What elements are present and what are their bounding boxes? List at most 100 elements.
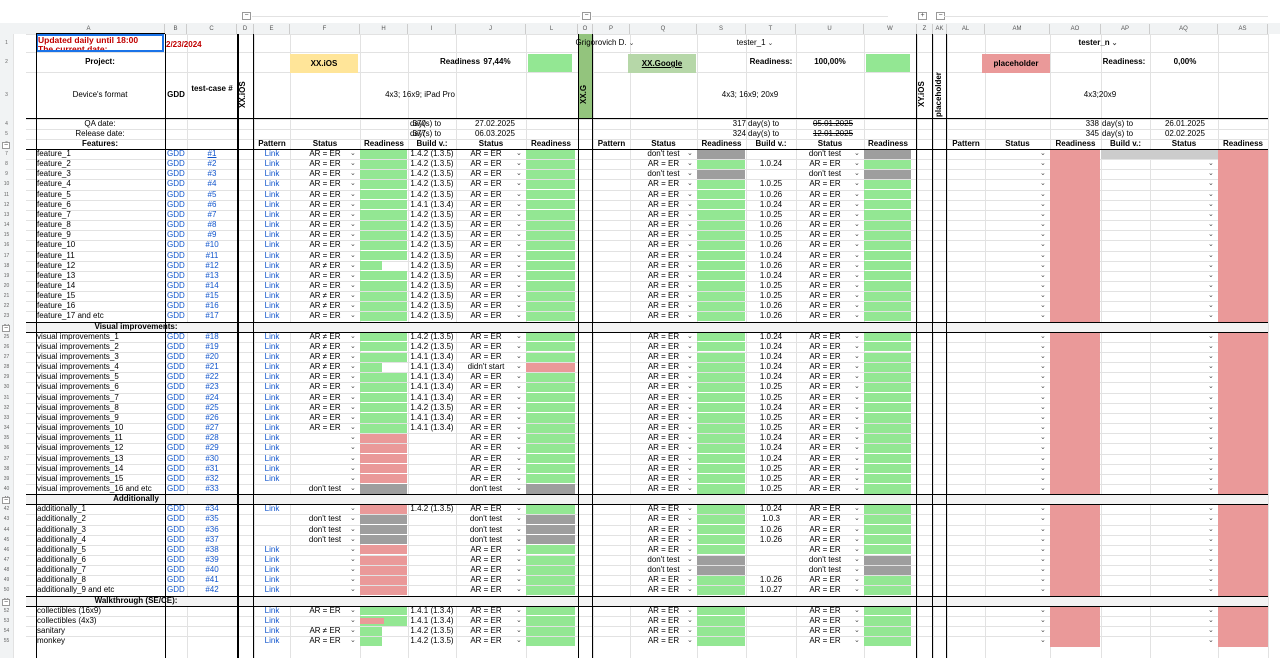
row-number[interactable]: 10 [0, 179, 13, 190]
chevron-down-icon[interactable]: ⌄ [350, 332, 356, 340]
status-select[interactable]: AR = ER [647, 311, 680, 321]
gdd-link[interactable]: GDD [167, 270, 185, 280]
test-case-link[interactable] [188, 636, 236, 646]
chevron-down-icon[interactable]: ⌄ [516, 332, 522, 340]
pattern-link[interactable]: Link [264, 372, 280, 382]
row-number[interactable]: 42 [0, 504, 13, 515]
current-date[interactable]: 2/23/2024 [166, 40, 202, 49]
test-case-link[interactable]: #37 [205, 534, 219, 544]
chevron-down-icon[interactable]: ⌄ [1208, 271, 1214, 279]
chevron-down-icon[interactable]: ⌄ [687, 251, 693, 259]
test-case-link[interactable]: #8 [207, 220, 217, 230]
chevron-down-icon[interactable]: ⌄ [350, 342, 356, 350]
status-select-2[interactable]: AR = ER [809, 575, 841, 585]
gdd-link[interactable] [167, 636, 187, 646]
status-select[interactable]: AR = ER [309, 159, 341, 169]
pattern-link[interactable]: Link [264, 311, 280, 321]
row-number[interactable]: 3 [0, 72, 13, 119]
status-select[interactable]: AR = ER [647, 220, 680, 230]
chevron-down-icon[interactable]: ⌄ [350, 637, 356, 645]
chevron-down-icon[interactable]: ⌄ [516, 271, 522, 279]
chevron-down-icon[interactable]: ⌄ [350, 464, 356, 472]
gdd-link[interactable]: GDD [167, 483, 185, 493]
chevron-down-icon[interactable]: ⌄ [687, 484, 693, 492]
status-select[interactable]: AR ≠ ER [309, 260, 341, 270]
status-select-2[interactable]: AR = ER [809, 179, 841, 189]
pattern-link[interactable]: Link [264, 504, 280, 514]
status-select-2[interactable]: AR = ER [809, 504, 841, 514]
gdd-link[interactable]: GDD [167, 473, 185, 483]
status-select-2[interactable]: AR = ER [470, 636, 502, 646]
chevron-down-icon[interactable]: ⌄ [687, 454, 693, 462]
status-select[interactable]: AR = ER [309, 230, 341, 240]
test-case-link[interactable] [188, 606, 236, 616]
status-select-2[interactable]: AR = ER [470, 169, 502, 179]
pattern-link[interactable]: Link [264, 412, 280, 422]
gdd-link[interactable]: GDD [167, 199, 185, 209]
chevron-down-icon[interactable]: ⌄ [854, 150, 860, 157]
gdd-link[interactable]: GDD [167, 291, 185, 301]
chevron-down-icon[interactable]: ⌄ [854, 535, 860, 543]
status-select-2[interactable]: AR = ER [809, 260, 841, 270]
test-case-link[interactable]: #17 [205, 311, 219, 321]
gdd-link[interactable]: GDD [167, 189, 185, 199]
chevron-down-icon[interactable]: ⌄ [350, 474, 356, 482]
status-select-2[interactable]: AR = ER [470, 270, 502, 280]
test-case-link[interactable]: #30 [205, 453, 219, 463]
chevron-down-icon[interactable]: ⌄ [687, 261, 693, 269]
row-number[interactable]: 20 [0, 280, 13, 292]
status-select-2[interactable]: AR = ER [809, 514, 841, 524]
chevron-down-icon[interactable]: ⌄ [1040, 241, 1046, 249]
chevron-down-icon[interactable]: ⌄ [1208, 545, 1214, 553]
status-select[interactable]: AR = ER [309, 382, 341, 392]
chevron-down-icon[interactable]: ⌄ [516, 312, 522, 320]
chevron-down-icon[interactable]: ⌄ [687, 292, 693, 300]
pattern-link[interactable]: Link [264, 250, 280, 260]
chevron-down-icon[interactable]: ⌄ [687, 302, 693, 310]
status-select-2[interactable]: AR = ER [809, 220, 841, 230]
chevron-down-icon[interactable]: ⌄ [516, 545, 522, 553]
status-select-2[interactable]: AR = ER [809, 280, 841, 290]
row-number[interactable]: 8 [0, 159, 13, 170]
chevron-down-icon[interactable]: ⌄ [1040, 464, 1046, 472]
status-select-2[interactable]: AR = ER [809, 311, 841, 321]
chevron-down-icon[interactable]: ⌄ [1040, 221, 1046, 229]
chevron-down-icon[interactable]: ⌄ [516, 221, 522, 229]
chevron-down-icon[interactable]: ⌄ [516, 353, 522, 360]
chevron-down-icon[interactable]: ⌄ [350, 576, 356, 584]
chevron-down-icon[interactable]: ⌄ [1208, 210, 1214, 218]
status-select-2[interactable]: AR = ER [470, 291, 502, 301]
chevron-down-icon[interactable]: ⌄ [350, 505, 356, 513]
chevron-down-icon[interactable]: ⌄ [1040, 505, 1046, 513]
chevron-down-icon[interactable]: ⌄ [1040, 180, 1046, 188]
chevron-down-icon[interactable]: ⌄ [516, 160, 522, 168]
chevron-down-icon[interactable]: ⌄ [1208, 525, 1214, 533]
row-number[interactable]: 46 [0, 544, 13, 555]
gdd-link[interactable]: GDD [167, 575, 185, 585]
chevron-down-icon[interactable]: ⌄ [1208, 292, 1214, 300]
status-select[interactable]: don't test [647, 565, 680, 575]
status-select-2[interactable]: AR = ER [809, 544, 841, 554]
chevron-down-icon[interactable]: ⌄ [516, 261, 522, 269]
chevron-down-icon[interactable]: ⌄ [854, 353, 860, 360]
gdd-link[interactable]: GDD [167, 433, 185, 443]
chevron-down-icon[interactable]: ⌄ [350, 190, 356, 198]
chevron-down-icon[interactable]: ⌄ [854, 403, 860, 411]
column-header-D[interactable]: D [237, 24, 254, 34]
chevron-down-icon[interactable]: ⌄ [1208, 464, 1214, 472]
gdd-link[interactable]: GDD [167, 149, 185, 158]
status-select[interactable]: AR = ER [309, 149, 341, 158]
status-select-2[interactable]: AR = ER [809, 463, 841, 473]
chevron-down-icon[interactable]: ⌄ [350, 424, 356, 432]
pattern-link[interactable]: Link [264, 605, 280, 615]
row-number[interactable]: 36 [0, 443, 13, 454]
gdd-link[interactable]: GDD [167, 220, 185, 230]
test-case-link[interactable]: #33 [205, 483, 219, 493]
chevron-down-icon[interactable]: ⌄ [1040, 413, 1046, 421]
chevron-down-icon[interactable]: ⌄ [1040, 383, 1046, 391]
status-select-2[interactable]: AR = ER [809, 433, 841, 443]
chevron-down-icon[interactable]: ⌄ [854, 616, 860, 624]
pattern-link[interactable]: Link [264, 585, 280, 595]
status-select[interactable]: AR = ER [647, 605, 680, 615]
chevron-down-icon[interactable]: ⌄ [350, 241, 356, 249]
